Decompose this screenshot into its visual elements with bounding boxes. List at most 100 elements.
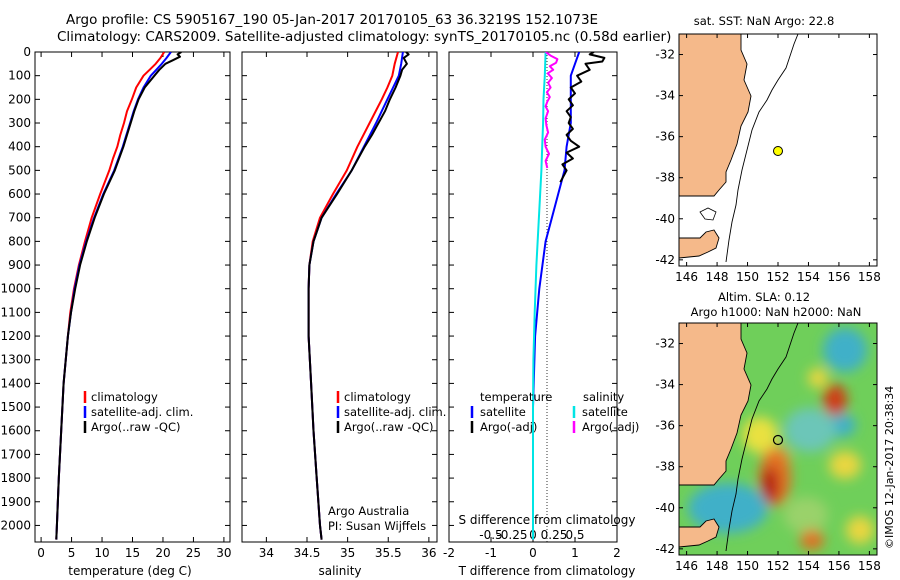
sla-map-title-1: Altim. SLA: 0.12 [718, 290, 810, 304]
map-y-tick-label: -42 [655, 253, 675, 267]
map-y-tick-label: -42 [655, 542, 675, 556]
credit-organisation: Argo Australia [328, 504, 409, 518]
series-line-temperature-argo-adj- [559, 52, 606, 183]
x-tick-label: 2 [613, 546, 621, 560]
x-tick-label: 35 [340, 546, 355, 560]
figure-title-line-1: Argo profile: CS 5905167_190 05-Jan-2017… [66, 12, 599, 28]
sla-blob [829, 451, 861, 479]
y-tick-label: 0 [23, 45, 31, 59]
sla-map-tasmania [679, 518, 720, 548]
y-tick-label: 700 [8, 211, 31, 225]
map-x-tick-label: 158 [858, 270, 881, 284]
x-tick-label: 10 [94, 546, 109, 560]
x-tick-label: 34.5 [294, 546, 321, 560]
sla-blob [762, 467, 778, 503]
legend-label-satellite: satellite-adj. clim. [344, 405, 446, 419]
temperature-panel-frame [34, 51, 231, 543]
sla-map-argo-marker [772, 434, 784, 446]
series-line-salinity-argo-adj- [543, 52, 559, 169]
sst-map-island-contour [699, 207, 717, 221]
map-y-tick-label: -32 [655, 337, 675, 351]
x-tick-label: -2 [443, 546, 455, 560]
legend-label-argo: Argo(..raw -QC) [91, 420, 181, 434]
map-x-tick-label: 150 [736, 270, 759, 284]
legend-label-temp-satellite: satellite [480, 405, 526, 419]
s-difference-axis-label: S difference from climatology [459, 513, 636, 527]
temperature-axis-label: temperature (deg C) [68, 564, 191, 578]
map-x-tick-label: 154 [797, 559, 820, 573]
x-tick-label: 1 [571, 546, 579, 560]
s-diff-tick-label: -0.25 [496, 528, 527, 542]
x-tick-label: 0 [529, 546, 537, 560]
y-tick-label: 200 [8, 92, 31, 106]
salinity-panel-frame [241, 51, 438, 543]
map-y-tick-label: -40 [655, 501, 675, 515]
legend-label-argo: Argo(..raw -QC) [344, 420, 434, 434]
y-tick-label: 1900 [0, 495, 31, 509]
sla-blob [823, 384, 847, 416]
temperature-legend: climatology satellite-adj. clim. Argo(..… [83, 390, 193, 434]
sla-blob [688, 483, 768, 533]
y-tick-label: 600 [8, 187, 31, 201]
y-tick-label: 1100 [0, 305, 31, 319]
y-tick-label: 1000 [0, 282, 31, 296]
legend-label-sal-satellite: satellite [582, 405, 628, 419]
sla-map-title-2: Argo h1000: NaN h2000: NaN [691, 305, 862, 319]
sla-map-shelf-contour [725, 323, 799, 552]
x-tick-label: 35.5 [375, 546, 402, 560]
imos-credit: ©IMOS 12-Jan-2017 20:38:34 [883, 386, 896, 549]
map-x-tick-label: 150 [736, 559, 759, 573]
map-y-tick-label: -36 [655, 419, 675, 433]
x-tick-label: 20 [155, 546, 170, 560]
map-x-tick-label: 156 [827, 559, 850, 573]
sla-blob [808, 368, 828, 388]
sla-blob [784, 408, 836, 452]
map-y-tick-label: -34 [655, 89, 675, 103]
y-tick-label: 1300 [0, 353, 31, 367]
map-x-tick-label: 148 [706, 270, 729, 284]
sla-blob [846, 516, 874, 544]
sst-map-land [679, 34, 752, 197]
sla-map-land [679, 323, 752, 486]
map-x-tick-label: 146 [675, 559, 698, 573]
map-y-tick-label: -38 [655, 171, 675, 185]
map-y-tick-label: -34 [655, 378, 675, 392]
y-tick-label: 2000 [0, 518, 31, 532]
map-x-tick-label: 158 [858, 559, 881, 573]
x-tick-label: 25 [186, 546, 201, 560]
map-x-tick-label: 146 [675, 270, 698, 284]
y-tick-label: 400 [8, 140, 31, 154]
y-tick-label: 100 [8, 69, 31, 83]
sla-blob [823, 328, 867, 372]
y-tick-label: 1600 [0, 424, 31, 438]
y-tick-label: 900 [8, 258, 31, 272]
series-line-argo-raw-qc- [55, 52, 182, 540]
legend-label-sal-argo: Argo(-adj) [582, 420, 639, 434]
legend-label-satellite: satellite-adj. clim. [91, 405, 193, 419]
salinity-axis-label: salinity [318, 564, 361, 578]
sla-blob [784, 497, 828, 533]
map-y-tick-label: -36 [655, 130, 675, 144]
map-x-tick-label: 154 [797, 270, 820, 284]
legend-label-climatology: climatology [91, 390, 158, 404]
map-y-tick-label: -38 [655, 460, 675, 474]
figure-title-line-2: Climatology: CARS2009. Satellite-adjuste… [57, 29, 672, 45]
map-x-tick-label: 156 [827, 270, 850, 284]
s-diff-tick-label: 0.5 [565, 528, 584, 542]
y-tick-label: 1800 [0, 471, 31, 485]
s-diff-tick-label: -0.5 [479, 528, 502, 542]
y-tick-label: 1200 [0, 329, 31, 343]
sst-map-title: sat. SST: NaN Argo: 22.8 [694, 14, 835, 28]
x-tick-label: 0 [37, 546, 45, 560]
y-tick-label: 500 [8, 163, 31, 177]
series-line-argo-raw-qc- [307, 52, 410, 540]
s-diff-tick-label: 0.25 [541, 528, 568, 542]
sst-map-shelf-contour [725, 34, 799, 263]
sla-blob [800, 530, 824, 550]
map-x-tick-label: 152 [767, 559, 790, 573]
salinity-legend: climatology satellite-adj. clim. Argo(..… [336, 390, 446, 434]
map-y-tick-label: -40 [655, 212, 675, 226]
y-tick-label: 1700 [0, 447, 31, 461]
difference-legend: temperature salinity satellite Argo(-adj… [470, 390, 639, 434]
